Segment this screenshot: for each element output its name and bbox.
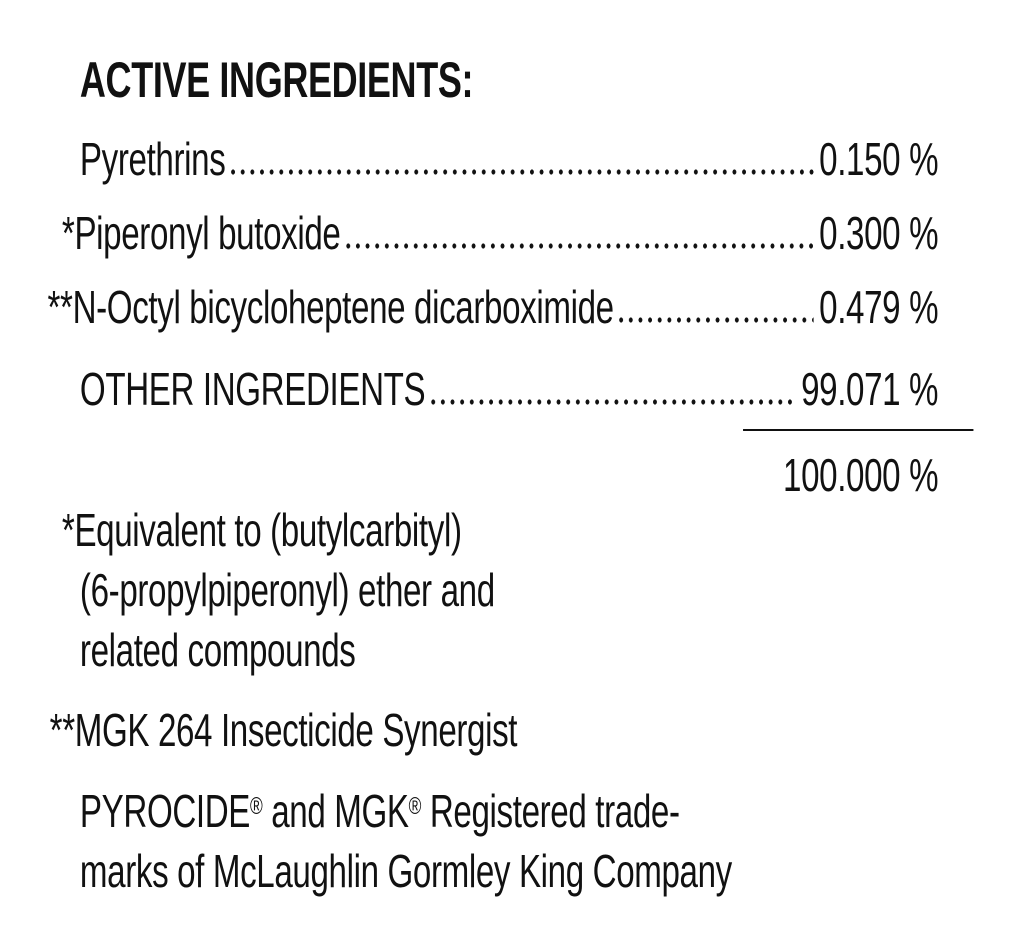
heading: ACTIVE INGREDIENTS: [79, 52, 474, 108]
footnote-1-line-2: (6-propylpiperonyl) ether and [79, 564, 495, 616]
trademark-line-1: PYROCIDE® and MGK® Registered trade- [80, 786, 680, 836]
trademark-text: Registered trade- [421, 785, 680, 837]
ingredient-row: *Piperonyl butoxide 0.300 % [61, 207, 939, 259]
brand-mgk: and MGK [262, 785, 409, 837]
dot-leader [428, 399, 796, 405]
ingredient-row: **N-Octyl bicycloheptene dicarboximide 0… [48, 282, 939, 332]
ingredient-percent: 0.150 % [819, 133, 939, 185]
dot-leader [616, 317, 814, 323]
footnote-2: **MGK 264 Insecticide Synergist [49, 704, 518, 756]
total-percent: 100.000 % [783, 449, 939, 501]
registered-mark: ® [408, 793, 422, 820]
ingredient-percent: 0.479 % [819, 281, 939, 333]
trademark-line-2: marks of McLaughlin Gormley King Company [79, 845, 732, 897]
ingredient-name: OTHER INGREDIENTS [79, 363, 426, 415]
registered-mark: ® [250, 793, 263, 820]
footnote-1-line-3: related compounds [79, 624, 356, 676]
brand-pyrocide: PYROCIDE [79, 785, 251, 837]
ingredient-row: Pyrethrins 0.150 % [79, 133, 939, 185]
dot-leader [228, 169, 814, 175]
ingredient-name: Pyrethrins [79, 133, 226, 185]
total-rule [743, 429, 974, 431]
ingredient-name: *Piperonyl butoxide [61, 207, 341, 259]
footnote-1-line-1: *Equivalent to (butylcarbityl) [61, 504, 462, 556]
ingredient-percent: 0.300 % [819, 207, 939, 259]
ingredient-percent: 99.071 % [801, 363, 939, 415]
ingredient-name: **N-Octyl bicycloheptene dicarboximide [47, 281, 615, 333]
ingredient-row: OTHER INGREDIENTS 99.071 % [79, 363, 939, 415]
dot-leader [343, 243, 814, 249]
